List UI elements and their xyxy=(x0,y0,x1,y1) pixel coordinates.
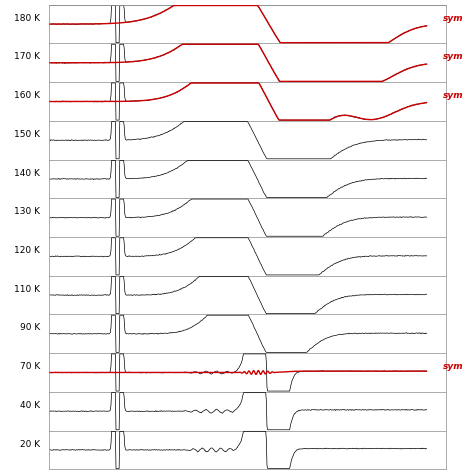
Text: 20 K: 20 K xyxy=(20,439,40,448)
Text: sym: sym xyxy=(443,53,463,62)
Text: 90 K: 90 K xyxy=(20,323,40,332)
Text: 130 K: 130 K xyxy=(14,207,40,216)
Text: 180 K: 180 K xyxy=(14,14,40,23)
Text: 120 K: 120 K xyxy=(14,246,40,255)
Text: 140 K: 140 K xyxy=(14,169,40,178)
Text: sym: sym xyxy=(443,362,463,371)
Text: 110 K: 110 K xyxy=(14,285,40,294)
Text: sym: sym xyxy=(443,14,463,23)
Text: sym: sym xyxy=(443,91,463,100)
Text: 40 K: 40 K xyxy=(20,401,40,410)
Text: 70 K: 70 K xyxy=(20,362,40,371)
Text: 150 K: 150 K xyxy=(14,130,40,139)
Text: 160 K: 160 K xyxy=(14,91,40,100)
Text: 170 K: 170 K xyxy=(14,53,40,62)
